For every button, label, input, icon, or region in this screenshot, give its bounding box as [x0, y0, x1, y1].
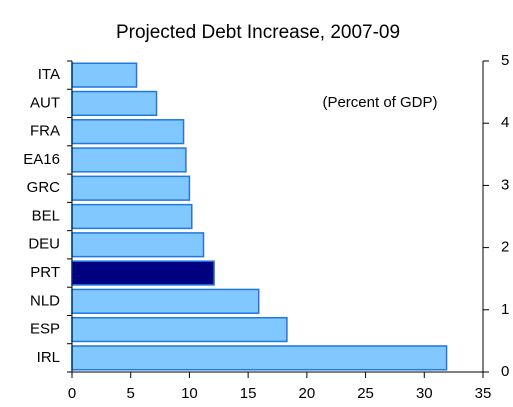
- x-tick-label: 0: [68, 385, 76, 402]
- y2-tick-label: 5: [501, 52, 509, 69]
- y2-tick-label: 3: [501, 176, 509, 193]
- bar: [71, 203, 193, 230]
- x-tick-label: 35: [475, 385, 492, 402]
- y-tick-label: AUT: [30, 94, 60, 111]
- bar: [71, 316, 288, 343]
- bar: [71, 62, 138, 88]
- x-tick-label: 25: [357, 385, 374, 402]
- y-tick-label: ESP: [30, 321, 60, 338]
- y-tick-label: ITA: [38, 66, 60, 83]
- x-tick-label: 5: [127, 385, 135, 402]
- y-tick-label: IRL: [37, 349, 60, 366]
- y-tick-label: PRT: [30, 264, 60, 281]
- bar: [71, 345, 448, 371]
- x-tick-label: 15: [240, 385, 257, 402]
- y2-tick-label: 4: [501, 114, 509, 131]
- x-tick-label: 10: [181, 385, 198, 402]
- bar: [71, 147, 187, 173]
- y-tick-label: GRC: [27, 179, 61, 196]
- y-tick-label: EA16: [23, 151, 60, 168]
- y-tick-label: FRA: [30, 123, 60, 140]
- y2-tick-label: 1: [501, 301, 509, 318]
- x-tick-label: 20: [299, 385, 316, 402]
- chart-title: Projected Debt Increase, 2007-09: [116, 22, 400, 43]
- bar: [71, 288, 260, 314]
- y-tick-label: NLD: [30, 292, 60, 309]
- y2-tick-label: 0: [501, 363, 509, 380]
- bar: [71, 260, 215, 286]
- bar: [71, 175, 191, 201]
- y-tick-label: BEL: [32, 207, 60, 224]
- y-tick-label: DEU: [28, 236, 60, 253]
- y2-tick-label: 2: [501, 239, 509, 256]
- bar: [71, 119, 185, 145]
- bar: [71, 90, 158, 117]
- annotation: (Percent of GDP): [322, 94, 437, 111]
- x-tick-label: 30: [416, 385, 433, 402]
- bar: [71, 232, 205, 258]
